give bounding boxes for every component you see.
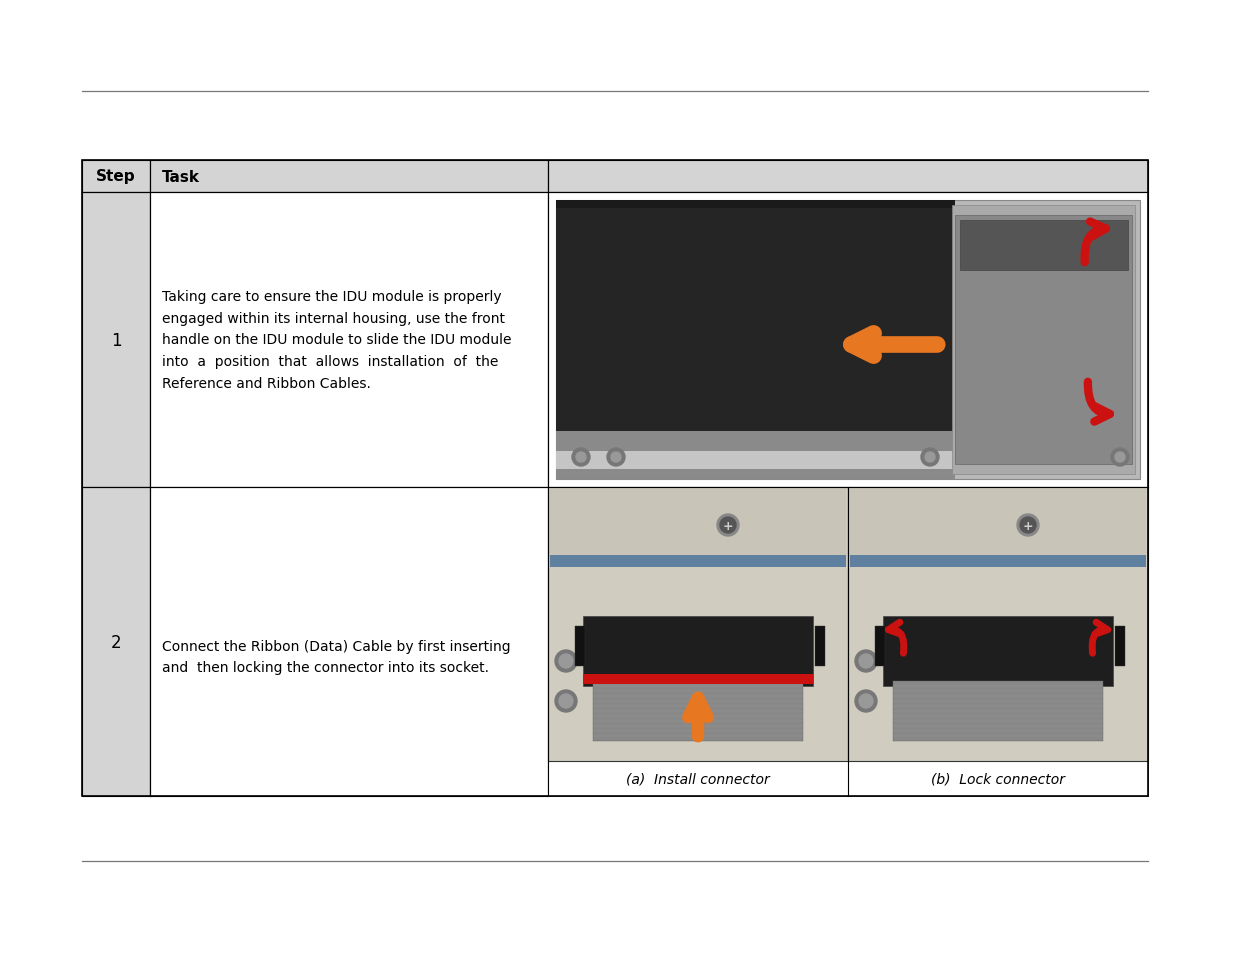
Bar — [149, 488, 548, 796]
Bar — [848, 761, 1149, 796]
Circle shape — [925, 453, 935, 462]
Text: (b)  Lock connector: (b) Lock connector — [931, 772, 1065, 785]
Bar — [548, 488, 848, 761]
Bar — [548, 161, 1149, 193]
Bar — [850, 556, 1146, 567]
Circle shape — [606, 449, 625, 467]
Bar — [583, 617, 813, 686]
Circle shape — [572, 449, 590, 467]
Bar — [583, 675, 813, 684]
Text: 2: 2 — [111, 633, 121, 651]
Circle shape — [555, 690, 577, 712]
Bar — [548, 761, 848, 796]
Text: +: + — [722, 519, 734, 532]
Bar — [815, 626, 825, 666]
Bar — [952, 206, 1135, 475]
Bar — [548, 193, 1149, 488]
Circle shape — [611, 453, 621, 462]
Circle shape — [1020, 517, 1036, 534]
Bar — [550, 490, 846, 558]
Bar — [593, 681, 803, 741]
Bar — [876, 626, 885, 666]
Text: +: + — [1023, 519, 1034, 532]
Bar — [82, 488, 149, 796]
Bar — [893, 681, 1103, 741]
Bar — [550, 556, 846, 567]
Circle shape — [860, 695, 873, 708]
Circle shape — [559, 655, 573, 668]
Circle shape — [855, 690, 877, 712]
Circle shape — [1016, 515, 1039, 537]
Text: Connect the Ribbon (Data) Cable by first inserting
and  then locking the connect: Connect the Ribbon (Data) Cable by first… — [162, 639, 510, 675]
Bar — [82, 193, 149, 488]
Circle shape — [855, 650, 877, 672]
Bar — [82, 161, 149, 193]
Bar — [556, 209, 955, 435]
Circle shape — [1115, 453, 1125, 462]
Text: 1: 1 — [111, 331, 121, 349]
Bar — [850, 490, 1146, 558]
Bar — [82, 161, 1149, 796]
Bar — [556, 452, 955, 470]
Bar — [149, 193, 548, 488]
Text: Taking care to ensure the IDU module is properly
engaged within its internal hou: Taking care to ensure the IDU module is … — [162, 290, 511, 391]
Bar — [556, 432, 955, 479]
Bar — [1115, 626, 1125, 666]
Bar — [883, 617, 1113, 686]
Bar — [556, 201, 955, 241]
Text: Task: Task — [162, 170, 200, 184]
Bar — [960, 221, 1128, 271]
Circle shape — [921, 449, 939, 467]
Bar — [149, 161, 548, 193]
Bar — [848, 488, 1149, 761]
Text: (a)  Install connector: (a) Install connector — [626, 772, 769, 785]
Circle shape — [555, 650, 577, 672]
Text: Step: Step — [96, 170, 136, 184]
Bar — [955, 215, 1132, 464]
Circle shape — [860, 655, 873, 668]
Circle shape — [718, 515, 739, 537]
Circle shape — [576, 453, 585, 462]
Circle shape — [720, 517, 736, 534]
Circle shape — [559, 695, 573, 708]
Bar — [556, 201, 1140, 479]
Bar — [576, 626, 585, 666]
Circle shape — [1112, 449, 1129, 467]
